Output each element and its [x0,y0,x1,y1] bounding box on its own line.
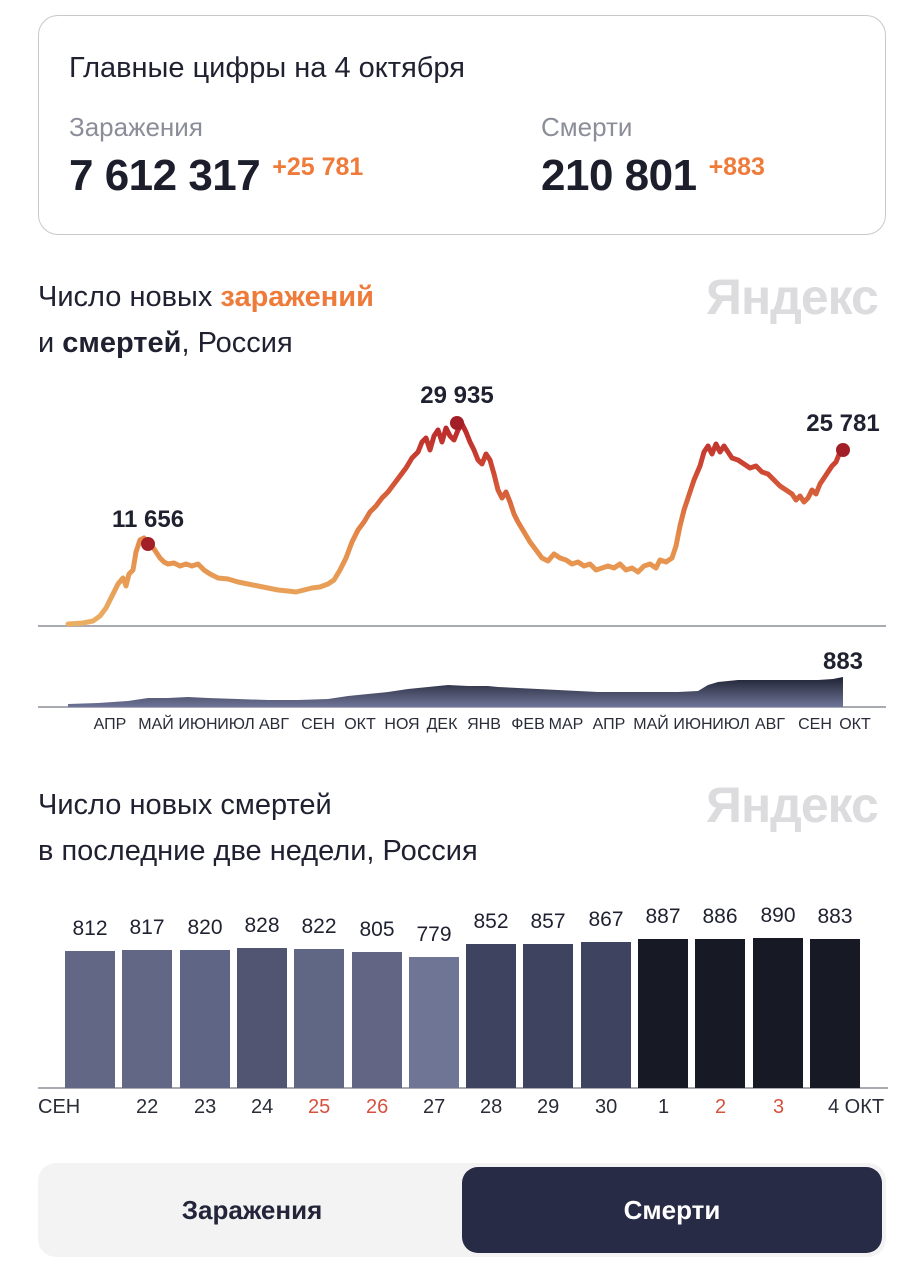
month-label: СЕН [301,716,335,733]
bar-value-label: 852 [473,910,509,933]
line-chart-title: Число новых заражений и смертей, Россия [38,274,374,366]
month-label: МАР [548,716,584,733]
bar [237,948,287,1088]
bar-date-label: СЕН [38,1096,81,1118]
title-text: Число новых [38,281,221,313]
bar-value-label: 886 [702,905,738,928]
title-text: и [38,327,63,359]
bar [352,952,402,1088]
deaths-total: 210 801 [541,151,697,200]
infections-deaths-line-chart: 11 656 29 935 25 781 883 АПР МАЙ ИЮН ИЮЛ… [38,380,888,750]
deaths-stat: Смерти 210 801 +883 [541,112,765,201]
month-axis: АПР МАЙ ИЮН ИЮЛ АВГ СЕН ОКТ НОЯ ДЕК ЯНВ … [38,716,888,740]
bar-value-label: 805 [359,918,395,941]
bar-value-label: 822 [301,915,337,938]
deaths-latest-label: 883 [822,648,864,675]
bar-date-label: 29 [537,1096,560,1118]
toggle-infections-button[interactable]: Заражения [181,1194,323,1225]
month-label: ДЕК [426,716,458,733]
peak-label-spring2020: 11 656 [111,506,185,533]
month-label: АВГ [754,716,786,733]
bar-value-label: 890 [760,904,796,927]
bar-value-label: 828 [244,914,280,937]
month-label: ИЮН [673,716,713,733]
bar [294,949,344,1088]
bar-date-label: 4 ОКТ [828,1096,885,1118]
bar [65,951,115,1088]
title-text: , Россия [181,327,293,359]
bar [122,950,172,1088]
bar [180,950,230,1088]
month-label: ЯНВ [467,716,501,733]
month-label: ИЮЛ [217,716,255,733]
yandex-logo: Яндекс [706,777,879,833]
line-chart-svg [38,416,886,708]
metric-toggle: Заражения Смерти [38,1163,886,1257]
bar-date-label: 26 [366,1096,389,1118]
bar-value-label: 812 [72,917,108,940]
bar [466,944,516,1088]
bar-date-label: 24 [251,1096,274,1118]
bar [523,944,573,1088]
peak-dot-dec2020 [450,416,464,430]
peak-dot-spring2020 [141,537,155,551]
infections-delta: +25 781 [272,153,364,181]
peak-dot-latest [836,443,850,457]
month-label: ИЮН [178,716,218,733]
bar-date-label: 3 [773,1096,785,1118]
infections-stat: Заражения 7 612 317 +25 781 [69,112,363,201]
yandex-logo: Яндекс [706,269,879,325]
bar-value-label: 857 [530,910,566,933]
month-label: МАЙ [138,716,174,733]
title-bold-deaths: смертей [62,327,182,359]
month-label: ФЕВ [511,716,545,733]
month-label: ОКТ [344,716,376,733]
bar-date-label: 27 [423,1096,446,1118]
title-highlight-infections: заражений [220,281,374,313]
bar-title-line1: Число новых смертей [38,789,332,821]
deaths-bar-chart: 812 СЕН 817 22 820 23 828 24 822 25 805 26 779 27 852 2… [38,900,888,1130]
deaths-area [68,677,843,707]
deaths-delta: +883 [708,153,765,181]
month-label: АВГ [258,716,290,733]
bar [581,942,631,1088]
peak-label-dec2020: 29 935 [420,382,494,409]
bar-date-label: 30 [595,1096,618,1118]
month-label: НОЯ [384,716,420,733]
bar-date-label: 28 [480,1096,503,1118]
bar-value-label: 867 [588,908,624,931]
month-label: АПР [93,716,127,733]
bar-axis-line [38,1087,888,1089]
bar [753,938,803,1088]
summary-card: Главные цифры на 4 октября Заражения 7 6… [38,15,886,235]
month-label: СЕН [798,716,832,733]
bar-value-label: 817 [129,916,165,939]
bar-date-label: 22 [136,1096,159,1118]
bar-value-label: 820 [187,916,223,939]
bar [409,957,459,1088]
bar [638,939,688,1088]
month-label: АПР [592,716,626,733]
month-label: ОКТ [839,716,871,733]
summary-title: Главные цифры на 4 октября [69,52,465,84]
deaths-label: Смерти [541,112,633,142]
month-label: ИЮЛ [712,716,750,733]
bar-value-label: 883 [817,905,853,928]
bar [810,939,860,1088]
bar-chart-title: Число новых смертей в последние две неде… [38,782,478,874]
peak-label-latest: 25 781 [806,410,880,437]
bar-date-label: 23 [194,1096,217,1118]
bar-value-label: 779 [416,923,452,946]
bar-value-label: 887 [645,905,681,928]
infections-line [65,421,843,627]
bar-date-label: 2 [715,1096,727,1118]
bar-date-label: 25 [308,1096,331,1118]
bar [695,939,745,1088]
month-label: МАЙ [633,716,669,733]
toggle-deaths-button[interactable]: Смерти [462,1167,882,1253]
bar-title-line2: в последние две недели, Россия [38,835,478,867]
infections-total: 7 612 317 [69,151,261,200]
bar-date-label: 1 [658,1096,670,1118]
infections-label: Заражения [69,112,203,142]
